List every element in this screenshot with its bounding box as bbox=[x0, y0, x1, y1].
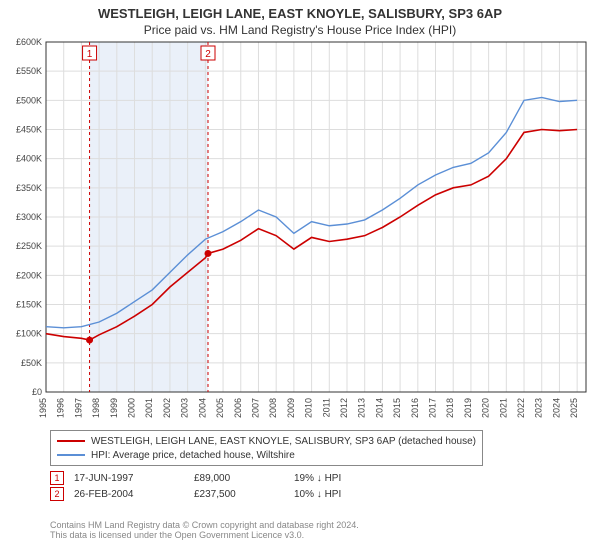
transaction-row: 1 17-JUN-1997£89,00019% ↓ HPI bbox=[50, 470, 394, 486]
svg-text:2014: 2014 bbox=[374, 398, 384, 418]
footer-line-2: This data is licensed under the Open Gov… bbox=[50, 530, 359, 540]
svg-text:2009: 2009 bbox=[286, 398, 296, 418]
transaction-delta: 10% ↓ HPI bbox=[294, 489, 394, 500]
svg-text:2007: 2007 bbox=[250, 398, 260, 418]
svg-text:2019: 2019 bbox=[463, 398, 473, 418]
svg-text:£50K: £50K bbox=[21, 358, 42, 368]
svg-text:£300K: £300K bbox=[16, 212, 42, 222]
svg-text:2008: 2008 bbox=[268, 398, 278, 418]
transaction-date: 26-FEB-2004 bbox=[74, 489, 194, 500]
transaction-price: £237,500 bbox=[194, 489, 294, 500]
legend-swatch bbox=[57, 440, 85, 442]
svg-text:2000: 2000 bbox=[127, 398, 137, 418]
svg-text:£550K: £550K bbox=[16, 66, 42, 76]
footer-line-1: Contains HM Land Registry data © Crown c… bbox=[50, 520, 359, 530]
transaction-date: 17-JUN-1997 bbox=[74, 473, 194, 484]
svg-text:1997: 1997 bbox=[73, 398, 83, 418]
svg-text:2011: 2011 bbox=[321, 398, 331, 417]
svg-text:£200K: £200K bbox=[16, 270, 42, 280]
svg-text:2021: 2021 bbox=[498, 398, 508, 418]
svg-text:2003: 2003 bbox=[180, 398, 190, 418]
svg-text:2023: 2023 bbox=[534, 398, 544, 418]
svg-text:2020: 2020 bbox=[481, 398, 491, 418]
chart-plot: 1995 1996 1997 1998 1999 2000 2001 2002 2003 2004… bbox=[0, 0, 600, 432]
svg-text:2005: 2005 bbox=[215, 398, 225, 418]
svg-text:2025: 2025 bbox=[569, 398, 579, 418]
legend-swatch bbox=[57, 454, 85, 456]
svg-text:2: 2 bbox=[205, 49, 211, 60]
svg-text:£150K: £150K bbox=[16, 300, 42, 310]
svg-text:2015: 2015 bbox=[392, 398, 402, 418]
legend-item: WESTLEIGH, LEIGH LANE, EAST KNOYLE, SALI… bbox=[57, 434, 476, 448]
svg-text:£0: £0 bbox=[32, 387, 42, 397]
legend-label: WESTLEIGH, LEIGH LANE, EAST KNOYLE, SALI… bbox=[91, 436, 476, 447]
svg-text:2012: 2012 bbox=[339, 398, 349, 418]
transaction-delta: 19% ↓ HPI bbox=[294, 473, 394, 484]
svg-text:£400K: £400K bbox=[16, 154, 42, 164]
svg-text:2016: 2016 bbox=[410, 398, 420, 418]
svg-text:1999: 1999 bbox=[109, 398, 119, 418]
transaction-price: £89,000 bbox=[194, 473, 294, 484]
svg-text:2013: 2013 bbox=[357, 398, 367, 418]
svg-text:2001: 2001 bbox=[144, 398, 154, 418]
svg-text:2022: 2022 bbox=[516, 398, 526, 418]
svg-text:£250K: £250K bbox=[16, 241, 42, 251]
transaction-row: 2 26-FEB-2004£237,50010% ↓ HPI bbox=[50, 486, 394, 502]
legend-label: HPI: Average price, detached house, Wilt… bbox=[91, 450, 295, 461]
svg-text:2024: 2024 bbox=[551, 398, 561, 418]
legend-item: HPI: Average price, detached house, Wilt… bbox=[57, 448, 476, 462]
svg-text:1996: 1996 bbox=[56, 398, 66, 418]
svg-text:2017: 2017 bbox=[428, 398, 438, 418]
svg-text:2006: 2006 bbox=[233, 398, 243, 418]
svg-text:2010: 2010 bbox=[304, 398, 314, 418]
svg-text:1998: 1998 bbox=[91, 398, 101, 418]
svg-text:2018: 2018 bbox=[445, 398, 455, 418]
svg-text:2002: 2002 bbox=[162, 398, 172, 418]
svg-text:1995: 1995 bbox=[38, 398, 48, 418]
svg-text:2004: 2004 bbox=[197, 398, 207, 418]
transaction-table: 1 17-JUN-1997£89,00019% ↓ HPI 2 26-FEB-2004… bbox=[50, 470, 394, 502]
svg-text:£500K: £500K bbox=[16, 95, 42, 105]
svg-text:£600K: £600K bbox=[16, 37, 42, 47]
chart-legend: WESTLEIGH, LEIGH LANE, EAST KNOYLE, SALI… bbox=[50, 430, 483, 466]
svg-text:£350K: £350K bbox=[16, 183, 42, 193]
chart-container: { "title_line1": "WESTLEIGH, LEIGH LANE,… bbox=[0, 0, 600, 560]
transaction-marker: 2 bbox=[50, 487, 64, 501]
svg-text:£100K: £100K bbox=[16, 329, 42, 339]
svg-text:£450K: £450K bbox=[16, 125, 42, 135]
svg-text:1: 1 bbox=[87, 49, 93, 60]
chart-footer: Contains HM Land Registry data © Crown c… bbox=[50, 520, 359, 540]
transaction-marker: 1 bbox=[50, 471, 64, 485]
